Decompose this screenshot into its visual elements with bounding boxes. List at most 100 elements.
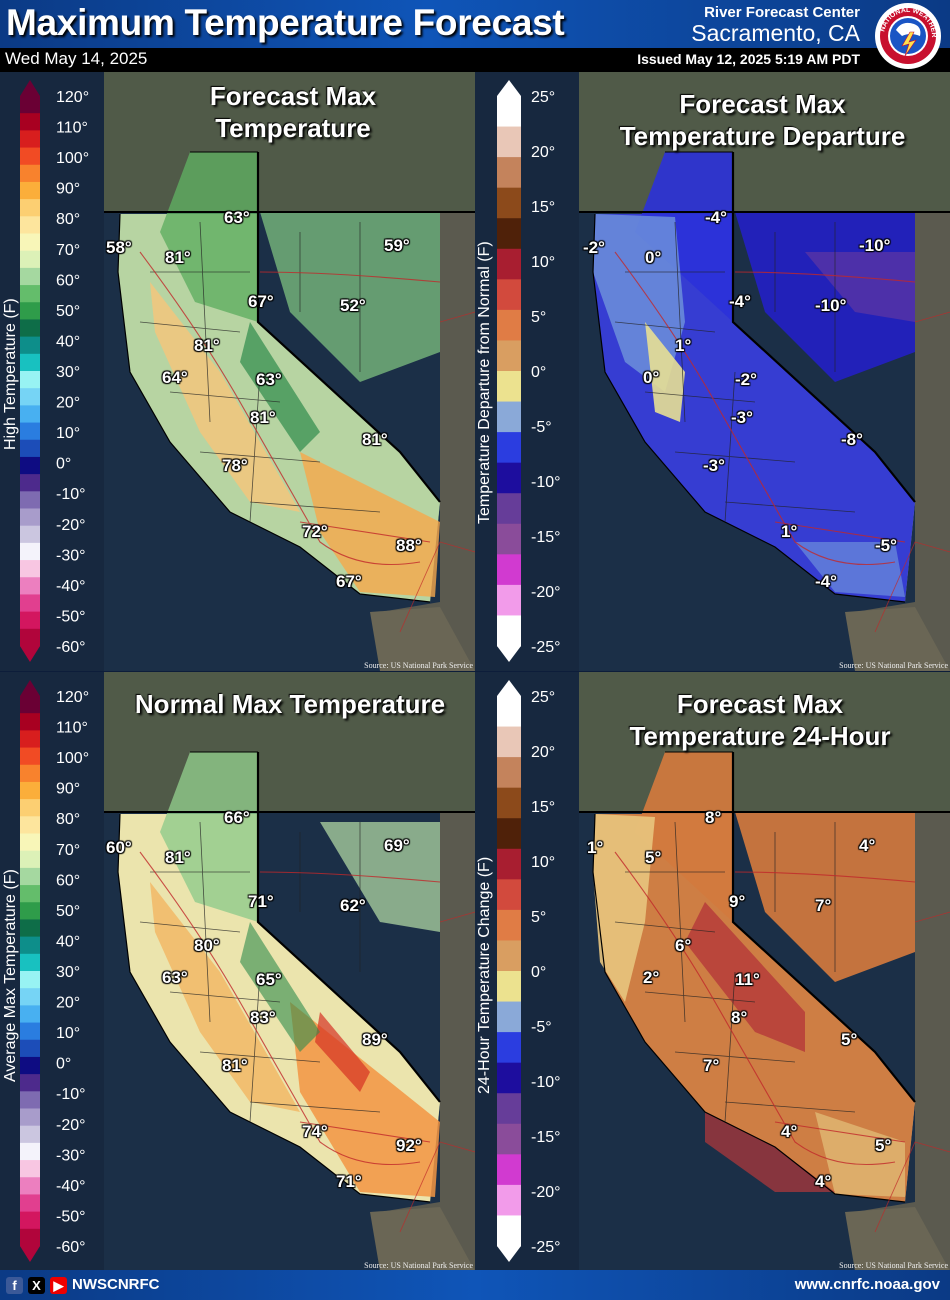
website-link[interactable]: www.cnrfc.noaa.gov [794, 1276, 940, 1293]
colorbar-swatch [20, 1039, 40, 1058]
colorbar-swatch [20, 611, 40, 630]
colorbar-swatch [497, 218, 521, 250]
colorbar-swatch [20, 971, 40, 989]
valid-date: Wed May 14, 2025 [5, 49, 148, 68]
change-24h-panel: 25° 20° 15° 10° 5° 0° -5° -10° -15° -20° -25° 24-H… [475, 672, 950, 1271]
colorbar-swatch [20, 781, 40, 800]
change-map [475, 672, 950, 1271]
colorbar-swatch [497, 1123, 521, 1155]
colorbar-swatch [497, 401, 521, 433]
city-value-label: -10° [859, 236, 891, 255]
colorbar-swatch [497, 1093, 521, 1125]
colorbar-swatch [497, 1154, 521, 1186]
city-value-label: 5° [841, 1030, 858, 1049]
colorbar-arrow-top [20, 680, 40, 696]
colorbar-swatch [20, 233, 40, 252]
colorbar-swatch [497, 279, 521, 311]
city-value-label: 72° [302, 522, 328, 541]
legend-title: High Temperature (F) [2, 298, 19, 450]
panel-title: Forecast Max Temperature [209, 81, 377, 143]
city-value-label: 60° [106, 838, 132, 857]
city-value-label: 1° [587, 838, 604, 857]
colorbar-swatch [497, 848, 521, 880]
city-value-label: 4° [781, 1122, 798, 1141]
city-value-label: 59° [384, 236, 410, 255]
colorbar-swatch [20, 508, 40, 527]
colorbar-swatch [497, 371, 521, 403]
city-value-label: 5° [645, 848, 662, 867]
colorbar-swatch [20, 491, 40, 509]
city-value-label: 81° [362, 430, 388, 449]
colorbar-swatch [20, 1108, 40, 1127]
colorbar-swatch [20, 199, 40, 217]
colorbar-arrow-top [20, 80, 40, 96]
city-value-label: 67° [336, 572, 362, 591]
colorbar-tick-label: -10° [531, 474, 561, 491]
colorbar-swatch [20, 560, 40, 578]
colorbar-tick-label: -5° [531, 1019, 552, 1036]
colorbar-swatch [20, 96, 40, 114]
city-value-label: 0° [645, 248, 662, 267]
social-handle[interactable]: NWSCNRFC [72, 1276, 160, 1293]
colorbar-tick-label: -50° [56, 1208, 86, 1225]
city-value-label: -2° [735, 370, 757, 389]
colorbar-swatch [20, 1091, 40, 1109]
facebook-icon[interactable]: f [6, 1277, 23, 1294]
colorbar-swatch [497, 187, 521, 219]
city-value-label: 83° [250, 1008, 276, 1027]
departure-colorbar: 25° 20° 15° 10° 5° 0° -5° -10° -15° -20° -25° [497, 80, 561, 662]
normal-max-panel: 120° 110° 100° 90° 80° 70° 60° 50° 40° 30° 20° 10° 0… [0, 672, 475, 1271]
colorbar-tick-label: 30° [56, 364, 80, 381]
colorbar-swatch [20, 250, 40, 269]
youtube-icon[interactable]: ▶ [50, 1277, 67, 1294]
colorbar-tick-label: 30° [56, 964, 80, 981]
colorbar-swatch [497, 696, 521, 728]
nws-logo-icon[interactable]: NATIONAL WEATHER SERVICE [874, 2, 942, 70]
city-value-label: 5° [875, 1136, 892, 1155]
colorbar-swatch [20, 816, 40, 834]
colorbar-tick-label: 70° [56, 242, 80, 259]
change-colorbar: 25° 20° 15° 10° 5° 0° -5° -10° -15° -20° -25° [497, 680, 561, 1262]
colorbar-swatch [20, 181, 40, 200]
panel-title: Forecast Max Temperature Departure [619, 89, 906, 151]
city-value-label: 71° [336, 1172, 362, 1191]
city-value-label: -4° [815, 572, 837, 591]
colorbar-swatch [20, 525, 40, 544]
colorbar-tick-label: -20° [56, 517, 86, 534]
colorbar-swatch [497, 909, 521, 941]
colorbar-tick-label: 0° [56, 456, 71, 473]
colorbar-swatch [20, 371, 40, 389]
city-value-label: 69° [384, 836, 410, 855]
colorbar-tick-label: 120° [56, 89, 89, 106]
colorbar-swatch [497, 248, 521, 280]
panel-title: Forecast Max Temperature 24-Hour [629, 689, 891, 751]
colorbar-swatch [497, 757, 521, 789]
colorbar-swatch [20, 1160, 40, 1178]
colorbar-tick-label: -50° [56, 608, 86, 625]
x-icon[interactable]: X [28, 1277, 45, 1294]
colorbar-swatch [20, 799, 40, 817]
colorbar-swatch [20, 867, 40, 886]
colorbar-tick-label: 10° [56, 1025, 80, 1042]
colorbar-tick-label: -40° [56, 578, 86, 595]
colorbar-swatch [497, 1215, 521, 1247]
rfc-location: Sacramento, CA [691, 20, 860, 46]
colorbar-swatch [20, 833, 40, 852]
colorbar-swatch [20, 336, 40, 355]
legend-title: Temperature Departure from Normal (F) [476, 241, 493, 524]
colorbar-arrow-bottom [497, 646, 521, 662]
colorbar-arrow-bottom [497, 1246, 521, 1262]
colorbar-tick-label: -10° [56, 486, 86, 503]
city-value-label: 9° [729, 892, 746, 911]
colorbar-tick-label: -5° [531, 419, 552, 436]
colorbar-tick-label: 40° [56, 333, 80, 350]
colorbar-swatch [20, 113, 40, 131]
city-value-label: 80° [194, 936, 220, 955]
colorbar-swatch [497, 879, 521, 911]
colorbar-swatch [20, 353, 40, 372]
colorbar-tick-label: -20° [531, 584, 561, 601]
colorbar-tick-label: -10° [56, 1086, 86, 1103]
colorbar-tick-label: -60° [56, 639, 86, 656]
temperature-legend: 120° 110° 100° 90° 80° 70° 60° 50° 40° 30° 20° 10° 0… [0, 672, 104, 1271]
colorbar-tick-label: -15° [531, 1129, 561, 1146]
